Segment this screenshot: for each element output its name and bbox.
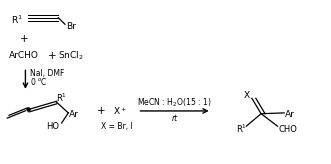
Text: R$^1$: R$^1$ (236, 122, 247, 134)
Text: Br: Br (66, 22, 76, 31)
Text: X = Br, I: X = Br, I (101, 122, 133, 131)
Text: Ar: Ar (69, 110, 79, 119)
Text: +: + (97, 106, 106, 116)
Text: R$^1$: R$^1$ (11, 13, 23, 26)
Text: +: + (20, 34, 28, 44)
Text: HO: HO (46, 122, 59, 131)
Text: NaI, DMF: NaI, DMF (30, 69, 64, 78)
Text: X: X (244, 91, 250, 100)
Text: +: + (47, 51, 56, 61)
Text: CHO: CHO (278, 125, 297, 134)
Text: MeCN : H$_2$O(15 : 1): MeCN : H$_2$O(15 : 1) (137, 97, 212, 109)
Text: X$^+$: X$^+$ (113, 105, 127, 117)
Text: 0 $^o$C: 0 $^o$C (30, 76, 47, 88)
Text: R$^1$: R$^1$ (56, 92, 67, 104)
Text: Ar: Ar (285, 110, 295, 119)
Text: ArCHO: ArCHO (9, 51, 39, 61)
Text: rt: rt (172, 114, 178, 123)
Text: SnCl$_2$: SnCl$_2$ (58, 50, 84, 62)
